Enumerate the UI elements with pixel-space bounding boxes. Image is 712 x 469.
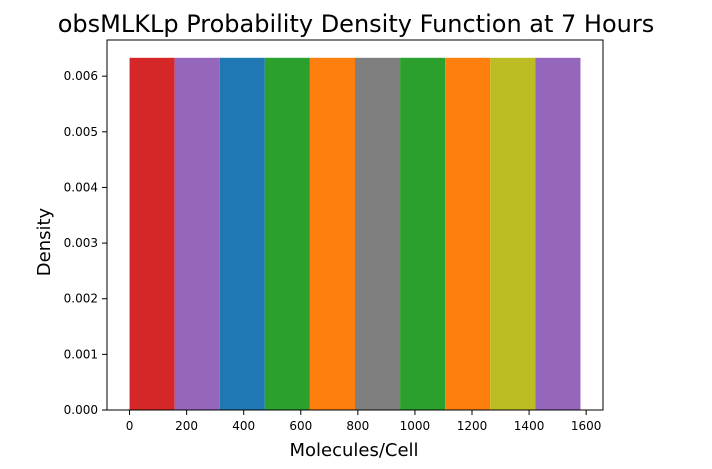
histogram-bar-1 [129, 57, 175, 411]
x-tick-label: 800 [346, 419, 369, 433]
x-tick-label: 600 [289, 419, 312, 433]
x-tick-label: 0 [126, 419, 134, 433]
y-tick-label: 0.003 [64, 236, 98, 250]
x-tick-label: 1400 [514, 419, 545, 433]
plot-frame [106, 39, 604, 411]
x-tick-label: 200 [175, 419, 198, 433]
histogram-bar-8 [445, 57, 491, 411]
y-tick-label: 0.002 [64, 292, 98, 306]
histogram-bar-10 [535, 57, 581, 411]
x-tick-label: 1000 [400, 419, 431, 433]
histogram-bar-5 [309, 57, 355, 411]
histogram-bar-3 [219, 57, 265, 411]
x-tick-label: 400 [232, 419, 255, 433]
x-tick-label: 1600 [571, 419, 602, 433]
x-axis-label: Molecules/Cell [289, 440, 418, 461]
y-tick-label: 0.006 [64, 69, 98, 83]
bars-layer [129, 57, 581, 411]
x-tick-label: 1200 [457, 419, 488, 433]
histogram-bar-4 [264, 57, 310, 411]
y-tick-label: 0.004 [64, 180, 98, 194]
y-axis-ticks: 0.000 0.001 0.002 0.003 0.004 0.005 0.006 [64, 69, 107, 417]
y-tick-label: 0.000 [64, 403, 98, 417]
y-tick-label: 0.005 [64, 125, 98, 139]
y-axis-label: Density [34, 207, 55, 276]
chart-title: obsMLKLp Probability Density Function at… [58, 10, 655, 38]
histogram-bar-6 [355, 57, 401, 411]
histogram-bar-2 [174, 57, 220, 411]
histogram-bar-9 [490, 57, 536, 411]
x-axis-ticks: 0 200 400 600 800 1000 1200 1400 1600 [126, 410, 602, 433]
y-tick-label: 0.001 [64, 347, 98, 361]
histogram-bar-7 [400, 57, 446, 411]
